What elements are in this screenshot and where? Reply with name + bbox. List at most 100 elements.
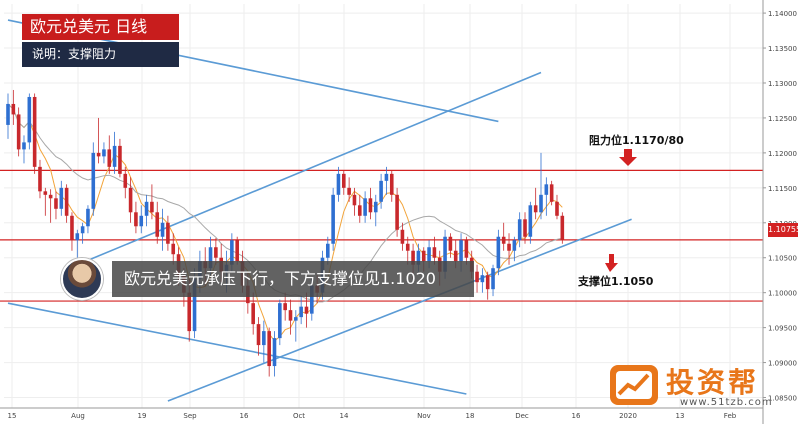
candle-body [144,201,149,216]
y-tick-label: 1.10000 [768,290,797,298]
candle-body [70,215,74,241]
candle-body [384,173,389,181]
candle-body [160,222,165,237]
x-tick-label: Aug [71,412,85,420]
x-tick-label: 19 [138,412,147,420]
x-tick-label: 16 [572,412,581,420]
mid-up-line [76,71,542,266]
candle-body [427,247,431,262]
y-tick-label: 1.11500 [768,185,797,193]
candle-body [102,149,106,157]
candle-body [80,226,85,234]
candle-body [214,247,218,258]
candle-body [235,240,239,262]
candle-body [251,303,255,325]
brand-name: 投资帮 [666,366,760,399]
candle-body [416,250,421,265]
candle-body [523,219,527,237]
brand-logo-icon [610,365,658,405]
candle-body [549,184,554,202]
candle-body [560,215,565,240]
candle-body [544,184,549,195]
candle-body [86,208,90,227]
candle-body [27,96,32,143]
candle-body [512,240,517,251]
candle-body [326,243,330,258]
candle-body [283,303,287,311]
candle-body [331,194,335,244]
x-tick-label: 2020 [619,412,637,420]
y-tick-label: 1.12500 [768,115,797,123]
x-tick-label: Feb [724,412,737,420]
y-tick-label: 1.08500 [768,395,797,403]
candle-body [363,198,367,216]
candle-body [336,173,341,195]
candle-body [38,166,42,192]
candle-body [501,236,506,244]
candle-body [91,152,96,209]
y-tick-label: 1.13000 [768,80,797,88]
analysis-callout: 欧元兑美元承压下行，下方支撑位见1.1020 [112,261,474,297]
candle-body [155,212,160,237]
brand-url: www.51tzb.com [680,397,773,408]
y-tick-label: 1.13500 [768,45,797,53]
candle-body [475,271,479,283]
candle-body [373,201,378,213]
x-tick-label: 18 [466,412,475,420]
candle-body [400,229,405,244]
x-tick-label: Nov [417,412,431,420]
candle-body [32,96,37,167]
candle-body [288,310,293,321]
candle-body [411,250,415,265]
analyst-avatar [61,258,103,300]
candle-body [11,103,16,115]
candle-body [491,268,495,290]
chart-title: 欧元兑美元 日线 [22,14,179,40]
candle-body [496,236,501,269]
candle-body [507,243,511,251]
candle-body [16,114,21,150]
candle-body [166,222,170,244]
candle-body [54,198,58,209]
x-tick-label: 13 [676,412,685,420]
support-up-arrow [605,254,618,272]
candle-body [48,194,53,199]
candle-body [112,145,117,167]
candle-body [123,173,128,188]
candle-body [22,142,26,150]
support-label: 支撑位1.1050 [578,275,654,288]
candle-body [75,233,80,241]
candle-body [139,215,144,227]
x-tick-label: Sep [183,412,197,420]
candles [6,89,565,377]
last-price-tag: 1.10755 [768,223,800,237]
candle-body [171,243,176,255]
candle-body [539,194,543,213]
x-tick-label: 15 [8,412,17,420]
candle-body [448,236,453,251]
candle-body [480,275,485,283]
y-tick-label: 1.12000 [768,150,797,158]
level-arrows [605,149,637,272]
candle-body [208,247,213,269]
candle-body [294,317,298,321]
x-tick-label: Oct [293,412,305,420]
candle-body [432,247,437,258]
candle-body [464,240,469,258]
y-tick-label: 1.10500 [768,255,797,263]
candle-body [192,278,197,332]
y-tick-label: 1.14000 [768,10,797,18]
candle-body [310,285,314,314]
lower-down-line [7,302,467,395]
candle-body [528,205,533,237]
chart-subtitle: 说明：支撑阻力 [22,42,179,67]
candle-body [352,194,357,206]
x-tick-label: 16 [240,412,249,420]
candle-body [6,103,10,125]
candle-body [421,250,426,262]
candle-body [517,219,522,241]
lower-up-line [167,218,632,402]
x-tick-label: Dec [515,412,529,420]
candle-body [267,331,271,367]
